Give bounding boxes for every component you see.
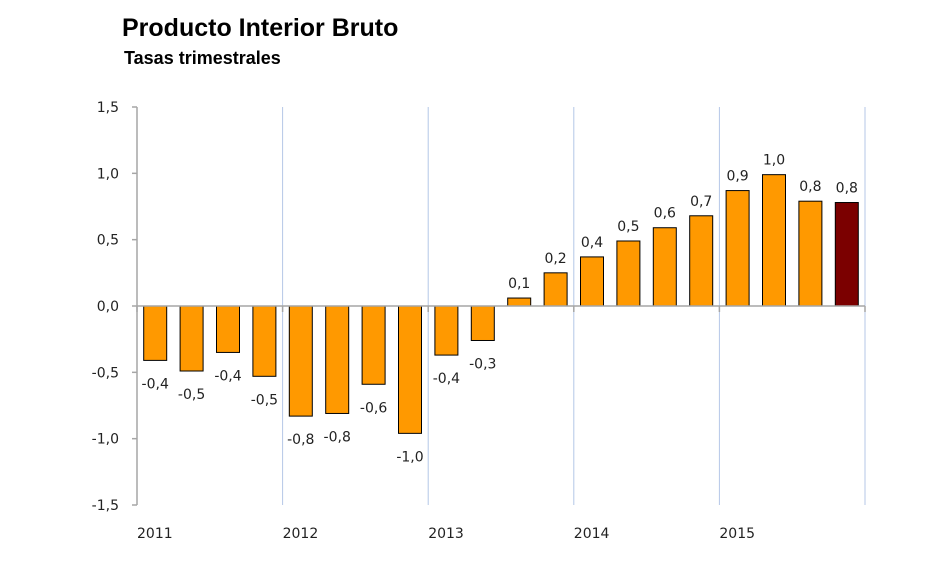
data-label: 0,2 xyxy=(544,251,566,267)
bar xyxy=(398,305,422,434)
data-label: -0,3 xyxy=(469,356,496,372)
data-label: 0,9 xyxy=(726,169,748,185)
data-label: -0,8 xyxy=(324,429,351,445)
bar xyxy=(834,202,859,307)
data-label: -0,4 xyxy=(433,371,460,387)
bar xyxy=(652,227,677,307)
bar xyxy=(179,305,204,372)
data-label: 0,4 xyxy=(581,235,603,251)
y-tick-label: -1,5 xyxy=(92,498,119,514)
data-label: -0,8 xyxy=(287,432,314,448)
bar xyxy=(470,305,495,341)
data-label: -0,5 xyxy=(178,387,205,403)
year-label: 2014 xyxy=(574,526,610,542)
bar xyxy=(288,305,313,417)
bar xyxy=(216,305,240,353)
year-label: 2013 xyxy=(428,526,464,542)
data-label: 0,1 xyxy=(508,276,530,292)
data-label: 0,8 xyxy=(799,179,821,195)
bar xyxy=(507,297,532,307)
chart-title: Producto Interior Bruto xyxy=(122,14,399,42)
bar xyxy=(580,256,604,307)
data-label: 0,6 xyxy=(654,206,676,222)
data-label: 0,8 xyxy=(836,181,858,197)
y-tick-label: 1,0 xyxy=(97,166,119,182)
chart-subtitle: Tasas trimestrales xyxy=(124,48,281,68)
data-label: -0,4 xyxy=(142,376,169,392)
bar xyxy=(434,305,459,356)
bar xyxy=(762,174,786,307)
bar xyxy=(543,272,568,307)
year-label: 2015 xyxy=(719,526,755,542)
bar xyxy=(143,305,168,361)
year-label: 2012 xyxy=(283,526,319,542)
y-tick-label: 1,5 xyxy=(97,100,119,116)
data-label: 0,7 xyxy=(690,194,712,210)
bar xyxy=(325,305,350,414)
bar xyxy=(725,190,750,307)
y-tick-label: 0,0 xyxy=(97,299,119,315)
data-label: -1,0 xyxy=(396,449,423,465)
bar xyxy=(252,305,277,377)
y-tick-label: -1,0 xyxy=(92,432,119,448)
data-label: 1,0 xyxy=(763,153,785,169)
year-label: 2011 xyxy=(137,526,173,542)
data-label: -0,4 xyxy=(214,368,241,384)
bar xyxy=(361,305,386,385)
y-tick-label: 0,5 xyxy=(97,233,119,249)
bar xyxy=(798,200,823,307)
bar xyxy=(616,240,641,307)
data-label: 0,5 xyxy=(617,219,639,235)
y-tick-label: -0,5 xyxy=(92,365,119,381)
data-label: -0,5 xyxy=(251,392,278,408)
data-label: -0,6 xyxy=(360,400,387,416)
bar xyxy=(689,215,714,307)
